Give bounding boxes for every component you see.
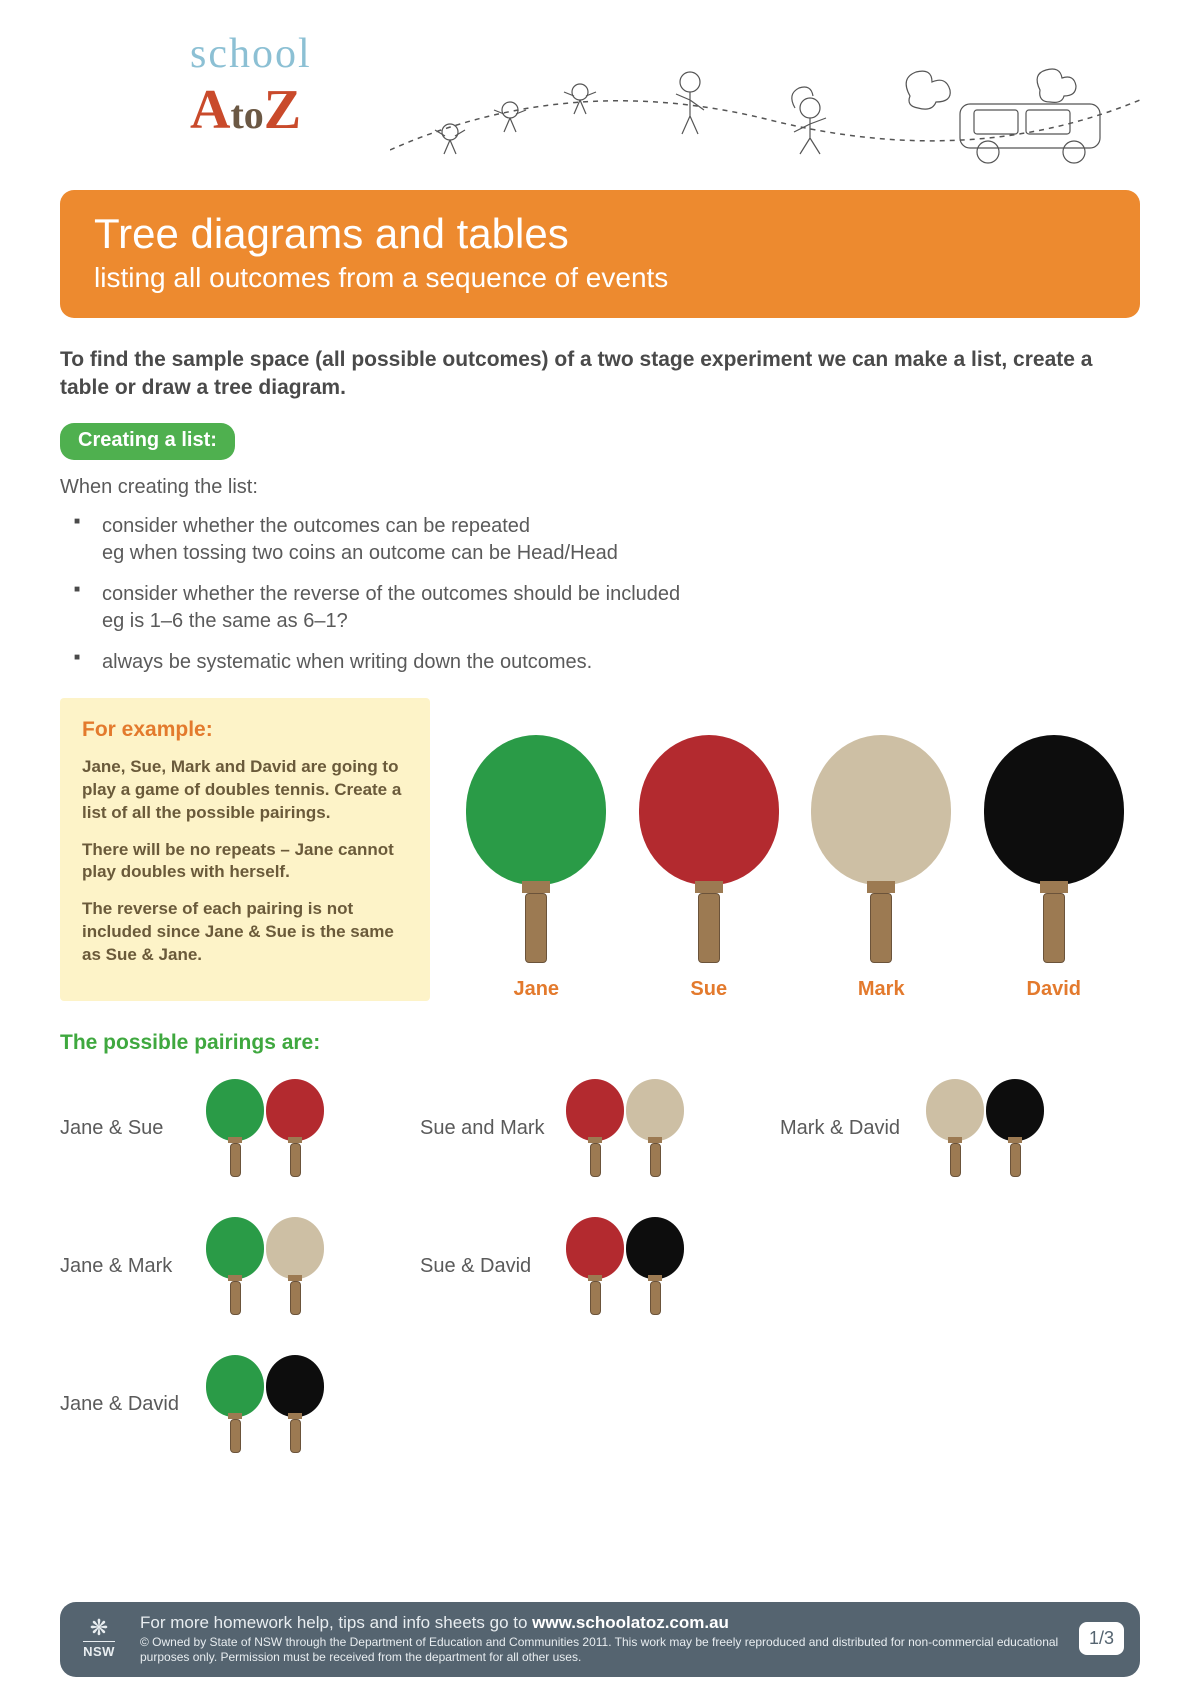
logo-line1: school: [190, 30, 312, 78]
section-pill: Creating a list:: [60, 423, 235, 460]
pairing-cell: [780, 1217, 1140, 1315]
page-title: Tree diagrams and tables: [94, 210, 1106, 258]
bullet-list: consider whether the outcomes can be rep…: [60, 513, 1140, 676]
pairings-grid: Jane & Sue Sue and Mark Mark & David Jane &…: [60, 1079, 1140, 1453]
player-column: Mark: [811, 735, 951, 1001]
player-name: Jane: [466, 978, 606, 1001]
paddle-icon: [466, 735, 606, 963]
bullet-item: consider whether the outcomes can be rep…: [74, 513, 1140, 567]
example-paragraph: Jane, Sue, Mark and David are going to p…: [82, 756, 408, 825]
paddle-icon: [206, 1079, 264, 1177]
footer-text: For more homework help, tips and info sh…: [140, 1612, 1061, 1665]
example-paragraph: The reverse of each pairing is not inclu…: [82, 898, 408, 967]
logo-to: to: [230, 92, 263, 137]
players-row: Jane Sue Mark David: [450, 698, 1140, 1002]
doodle-illustration: [390, 60, 1140, 170]
pairing-label: Jane & Sue: [60, 1117, 190, 1140]
paddle-icon: [984, 735, 1124, 963]
paddle-icon: [206, 1355, 264, 1453]
pairing-label: Sue & David: [420, 1255, 550, 1278]
footer-main-pre: For more homework help, tips and info sh…: [140, 1613, 532, 1632]
paddle-icon: [206, 1217, 264, 1315]
paddle-icon: [926, 1079, 984, 1177]
header-banner: Tree diagrams and tables listing all out…: [60, 190, 1140, 318]
pairing-label: Sue and Mark: [420, 1117, 550, 1140]
paddle-icon: [566, 1217, 624, 1315]
pairing-cell: Jane & Mark: [60, 1217, 420, 1315]
pairing-paddles: [206, 1217, 324, 1315]
footer-url: www.schoolatoz.com.au: [532, 1613, 729, 1632]
pairing-cell: Sue and Mark: [420, 1079, 780, 1177]
example-title: For example:: [82, 718, 408, 742]
paddle-icon: [626, 1217, 684, 1315]
bullet-item: consider whether the reverse of the outc…: [74, 581, 1140, 635]
example-box: For example: Jane, Sue, Mark and David a…: [60, 698, 430, 1002]
pairing-paddles: [566, 1217, 684, 1315]
nsw-text: NSW: [83, 1641, 115, 1659]
player-column: Jane: [466, 735, 606, 1001]
player-name: David: [984, 978, 1124, 1001]
pairing-paddles: [206, 1355, 324, 1453]
paddle-icon: [266, 1079, 324, 1177]
page-number: 1/3: [1079, 1622, 1124, 1655]
paddle-icon: [811, 735, 951, 963]
pairing-cell: Sue & David: [420, 1217, 780, 1315]
pairing-label: Mark & David: [780, 1117, 910, 1140]
logo-z: Z: [264, 79, 301, 141]
player-column: Sue: [639, 735, 779, 1001]
paddle-icon: [639, 735, 779, 963]
pairing-label: Jane & David: [60, 1393, 190, 1416]
pairing-cell: Mark & David: [780, 1079, 1140, 1177]
logo-a: A: [190, 79, 230, 141]
logo: school AtoZ: [190, 30, 312, 142]
paddle-icon: [566, 1079, 624, 1177]
pairing-paddles: [206, 1079, 324, 1177]
pairing-paddles: [926, 1079, 1044, 1177]
pairing-paddles: [566, 1079, 684, 1177]
paddle-icon: [266, 1355, 324, 1453]
waratah-icon: ❋: [90, 1617, 108, 1639]
logo-atoz: AtoZ: [190, 78, 312, 142]
pairing-cell: Jane & David: [60, 1355, 420, 1453]
page-subtitle: listing all outcomes from a sequence of …: [94, 262, 1106, 294]
pairing-cell: Jane & Sue: [60, 1079, 420, 1177]
logo-area: school AtoZ: [60, 30, 1140, 170]
player-column: David: [984, 735, 1124, 1001]
footer-main: For more homework help, tips and info sh…: [140, 1612, 1061, 1633]
intro-text: To find the sample space (all possible o…: [60, 346, 1140, 403]
pairing-label: Jane & Mark: [60, 1255, 190, 1278]
pairings-title: The possible pairings are:: [60, 1031, 1140, 1055]
bullet-item: always be systematic when writing down t…: [74, 649, 1140, 676]
footer-bar: ❋ NSW For more homework help, tips and i…: [60, 1602, 1140, 1677]
nsw-logo: ❋ NSW: [76, 1615, 122, 1661]
example-paragraph: There will be no repeats – Jane cannot p…: [82, 839, 408, 885]
footer-copyright: © Owned by State of NSW through the Depa…: [140, 1635, 1061, 1665]
paddle-icon: [626, 1079, 684, 1177]
player-name: Sue: [639, 978, 779, 1001]
paddle-icon: [266, 1217, 324, 1315]
paddle-icon: [986, 1079, 1044, 1177]
player-name: Mark: [811, 978, 951, 1001]
list-lead: When creating the list:: [60, 476, 1140, 499]
